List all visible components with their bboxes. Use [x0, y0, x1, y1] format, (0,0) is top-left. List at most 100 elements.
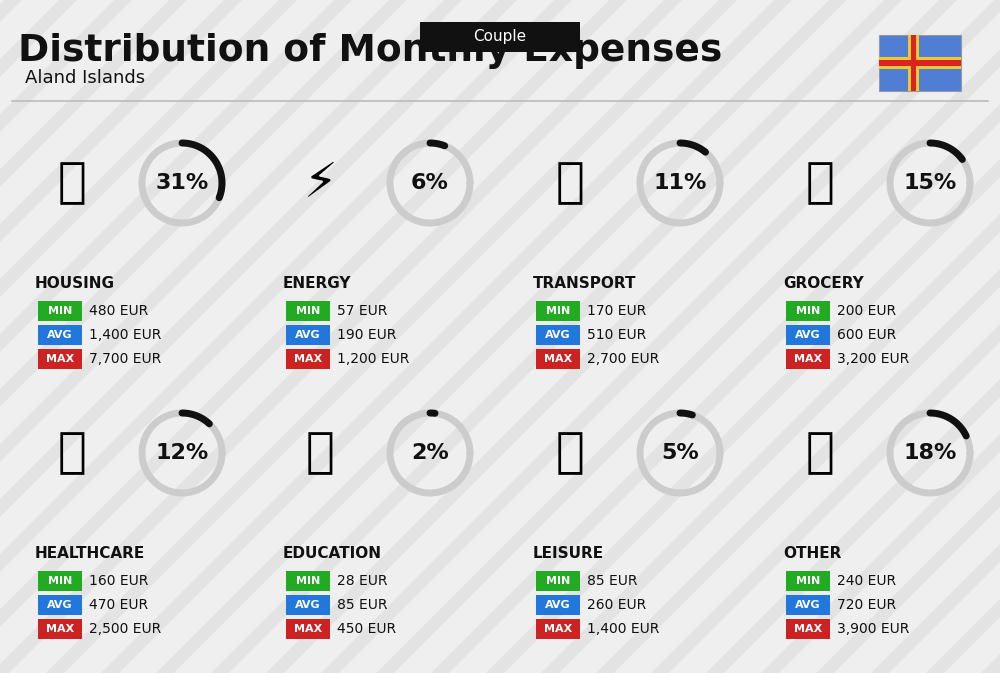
Text: OTHER: OTHER — [783, 546, 841, 561]
Text: MIN: MIN — [296, 306, 320, 316]
Text: 5%: 5% — [661, 443, 699, 463]
Text: 6%: 6% — [411, 173, 449, 193]
Text: AVG: AVG — [47, 600, 73, 610]
Text: 600 EUR: 600 EUR — [837, 328, 896, 342]
Text: TRANSPORT: TRANSPORT — [533, 275, 637, 291]
Text: 7,700 EUR: 7,700 EUR — [89, 352, 161, 366]
Text: 57 EUR: 57 EUR — [337, 304, 387, 318]
Text: 2,700 EUR: 2,700 EUR — [587, 352, 659, 366]
Text: MIN: MIN — [296, 576, 320, 586]
Text: MIN: MIN — [796, 576, 820, 586]
Text: 470 EUR: 470 EUR — [89, 598, 148, 612]
Text: 200 EUR: 200 EUR — [837, 304, 896, 318]
Text: 👜: 👜 — [806, 429, 834, 476]
FancyBboxPatch shape — [420, 22, 580, 52]
Text: MIN: MIN — [546, 576, 570, 586]
Text: MAX: MAX — [544, 624, 572, 634]
FancyBboxPatch shape — [536, 325, 580, 345]
Text: MAX: MAX — [46, 354, 74, 364]
Text: 240 EUR: 240 EUR — [837, 574, 896, 588]
Text: 190 EUR: 190 EUR — [337, 328, 396, 342]
Text: 31%: 31% — [155, 173, 209, 193]
Text: 🛍: 🛍 — [556, 429, 584, 476]
Text: 260 EUR: 260 EUR — [587, 598, 646, 612]
FancyBboxPatch shape — [786, 301, 830, 321]
Text: 1,400 EUR: 1,400 EUR — [89, 328, 161, 342]
Text: 🚌: 🚌 — [556, 160, 584, 207]
Text: 510 EUR: 510 EUR — [587, 328, 646, 342]
FancyBboxPatch shape — [786, 349, 830, 369]
FancyBboxPatch shape — [911, 35, 916, 91]
Text: 12%: 12% — [155, 443, 209, 463]
Text: GROCERY: GROCERY — [783, 275, 864, 291]
Text: 🛒: 🛒 — [806, 160, 834, 207]
Text: 2,500 EUR: 2,500 EUR — [89, 622, 161, 636]
Text: AVG: AVG — [795, 330, 821, 340]
FancyBboxPatch shape — [536, 571, 580, 591]
Text: 18%: 18% — [903, 443, 957, 463]
FancyBboxPatch shape — [879, 57, 961, 69]
FancyBboxPatch shape — [786, 595, 830, 615]
Text: EDUCATION: EDUCATION — [283, 546, 382, 561]
Text: 15%: 15% — [903, 173, 957, 193]
Text: 1,200 EUR: 1,200 EUR — [337, 352, 409, 366]
Text: LEISURE: LEISURE — [533, 546, 604, 561]
Text: MIN: MIN — [546, 306, 570, 316]
FancyBboxPatch shape — [879, 61, 961, 66]
Text: MAX: MAX — [294, 354, 322, 364]
Text: ⚡: ⚡ — [303, 160, 337, 207]
Text: 2%: 2% — [411, 443, 449, 463]
Text: 3,900 EUR: 3,900 EUR — [837, 622, 909, 636]
Text: MAX: MAX — [294, 624, 322, 634]
Text: HEALTHCARE: HEALTHCARE — [35, 546, 145, 561]
FancyBboxPatch shape — [286, 325, 330, 345]
Text: MIN: MIN — [48, 306, 72, 316]
Text: 85 EUR: 85 EUR — [587, 574, 638, 588]
FancyBboxPatch shape — [286, 349, 330, 369]
FancyBboxPatch shape — [786, 619, 830, 639]
FancyBboxPatch shape — [786, 571, 830, 591]
Text: AVG: AVG — [295, 330, 321, 340]
FancyBboxPatch shape — [536, 619, 580, 639]
FancyBboxPatch shape — [536, 301, 580, 321]
FancyBboxPatch shape — [879, 35, 961, 91]
Text: 3,200 EUR: 3,200 EUR — [837, 352, 909, 366]
Text: ENERGY: ENERGY — [283, 275, 352, 291]
Text: Distribution of Monthly Expenses: Distribution of Monthly Expenses — [18, 33, 722, 69]
Text: 🏢: 🏢 — [58, 160, 86, 207]
FancyBboxPatch shape — [38, 595, 82, 615]
Text: HOUSING: HOUSING — [35, 275, 115, 291]
FancyBboxPatch shape — [38, 619, 82, 639]
Text: 1,400 EUR: 1,400 EUR — [587, 622, 659, 636]
Text: 28 EUR: 28 EUR — [337, 574, 388, 588]
Text: 720 EUR: 720 EUR — [837, 598, 896, 612]
FancyBboxPatch shape — [38, 571, 82, 591]
Text: AVG: AVG — [545, 330, 571, 340]
Text: 480 EUR: 480 EUR — [89, 304, 148, 318]
Text: Couple: Couple — [473, 30, 527, 44]
FancyBboxPatch shape — [38, 349, 82, 369]
Text: AVG: AVG — [47, 330, 73, 340]
Text: AVG: AVG — [795, 600, 821, 610]
Text: MIN: MIN — [48, 576, 72, 586]
FancyBboxPatch shape — [286, 571, 330, 591]
FancyBboxPatch shape — [536, 595, 580, 615]
Text: MAX: MAX — [544, 354, 572, 364]
Text: 450 EUR: 450 EUR — [337, 622, 396, 636]
Text: MAX: MAX — [46, 624, 74, 634]
Text: 11%: 11% — [653, 173, 707, 193]
FancyBboxPatch shape — [286, 595, 330, 615]
FancyBboxPatch shape — [38, 325, 82, 345]
Text: AVG: AVG — [295, 600, 321, 610]
Text: AVG: AVG — [545, 600, 571, 610]
FancyBboxPatch shape — [286, 301, 330, 321]
Text: 85 EUR: 85 EUR — [337, 598, 388, 612]
FancyBboxPatch shape — [38, 301, 82, 321]
Text: 170 EUR: 170 EUR — [587, 304, 646, 318]
Text: MAX: MAX — [794, 354, 822, 364]
Text: Aland Islands: Aland Islands — [25, 69, 145, 87]
Text: MAX: MAX — [794, 624, 822, 634]
Text: 🎓: 🎓 — [306, 429, 334, 476]
FancyBboxPatch shape — [908, 35, 919, 91]
Text: 💊: 💊 — [58, 429, 86, 476]
